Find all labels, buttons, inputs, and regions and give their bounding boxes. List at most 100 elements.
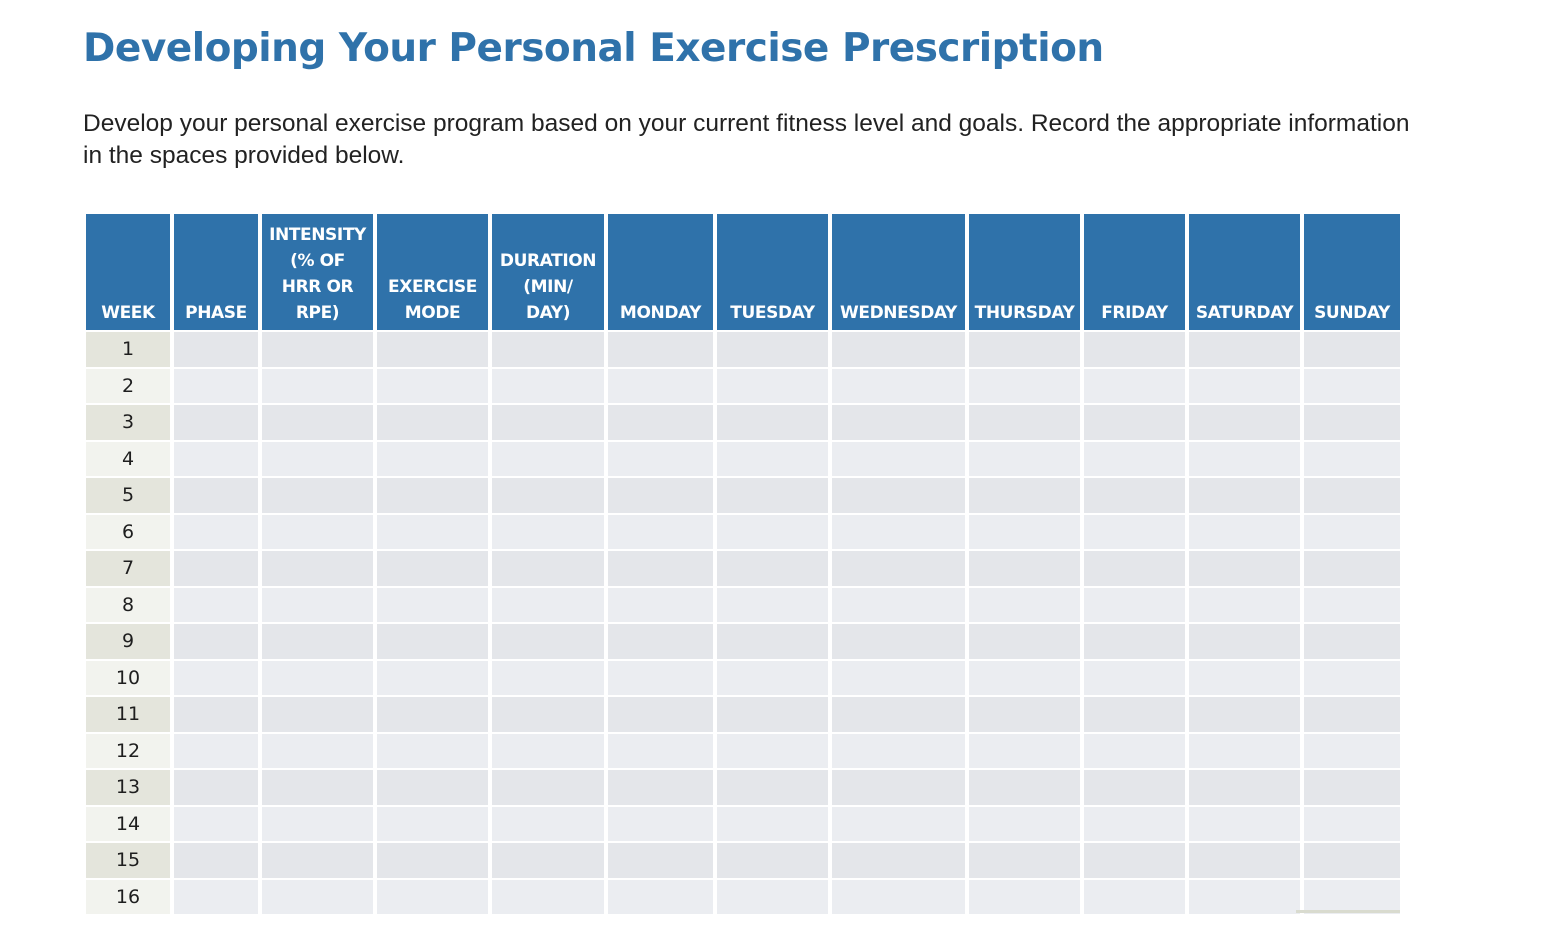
sunday-entry-cell[interactable] [1304, 733, 1400, 768]
friday-entry-cell[interactable] [1084, 624, 1185, 659]
phase-entry-cell[interactable] [174, 660, 258, 695]
duration-entry-cell[interactable] [492, 405, 604, 440]
friday-entry-cell[interactable] [1084, 368, 1185, 403]
sunday-entry-cell[interactable] [1304, 697, 1400, 732]
tuesday-entry-cell[interactable] [717, 478, 828, 513]
sunday-entry-cell[interactable] [1304, 368, 1400, 403]
intensity-entry-cell[interactable] [262, 770, 373, 805]
duration-entry-cell[interactable] [492, 806, 604, 841]
saturday-entry-cell[interactable] [1189, 697, 1300, 732]
intensity-entry-cell[interactable] [262, 551, 373, 586]
tuesday-entry-cell[interactable] [717, 405, 828, 440]
sunday-entry-cell[interactable] [1304, 478, 1400, 513]
exercise-mode-entry-cell[interactable] [377, 770, 488, 805]
tuesday-entry-cell[interactable] [717, 514, 828, 549]
saturday-entry-cell[interactable] [1189, 660, 1300, 695]
intensity-entry-cell[interactable] [262, 368, 373, 403]
intensity-entry-cell[interactable] [262, 624, 373, 659]
sunday-entry-cell[interactable] [1304, 879, 1400, 914]
thursday-entry-cell[interactable] [969, 368, 1080, 403]
sunday-entry-cell[interactable] [1304, 806, 1400, 841]
sunday-entry-cell[interactable] [1304, 587, 1400, 622]
duration-entry-cell[interactable] [492, 587, 604, 622]
tuesday-entry-cell[interactable] [717, 332, 828, 367]
exercise-mode-entry-cell[interactable] [377, 405, 488, 440]
phase-entry-cell[interactable] [174, 770, 258, 805]
intensity-entry-cell[interactable] [262, 441, 373, 476]
phase-entry-cell[interactable] [174, 478, 258, 513]
phase-entry-cell[interactable] [174, 405, 258, 440]
thursday-entry-cell[interactable] [969, 478, 1080, 513]
duration-entry-cell[interactable] [492, 624, 604, 659]
wednesday-entry-cell[interactable] [832, 806, 965, 841]
saturday-entry-cell[interactable] [1189, 733, 1300, 768]
exercise-mode-entry-cell[interactable] [377, 843, 488, 878]
tuesday-entry-cell[interactable] [717, 843, 828, 878]
duration-entry-cell[interactable] [492, 660, 604, 695]
friday-entry-cell[interactable] [1084, 843, 1185, 878]
monday-entry-cell[interactable] [608, 697, 713, 732]
phase-entry-cell[interactable] [174, 514, 258, 549]
tuesday-entry-cell[interactable] [717, 624, 828, 659]
friday-entry-cell[interactable] [1084, 806, 1185, 841]
duration-entry-cell[interactable] [492, 441, 604, 476]
sunday-entry-cell[interactable] [1304, 405, 1400, 440]
wednesday-entry-cell[interactable] [832, 478, 965, 513]
tuesday-entry-cell[interactable] [717, 660, 828, 695]
wednesday-entry-cell[interactable] [832, 441, 965, 476]
wednesday-entry-cell[interactable] [832, 879, 965, 914]
wednesday-entry-cell[interactable] [832, 733, 965, 768]
monday-entry-cell[interactable] [608, 806, 713, 841]
thursday-entry-cell[interactable] [969, 551, 1080, 586]
saturday-entry-cell[interactable] [1189, 551, 1300, 586]
saturday-entry-cell[interactable] [1189, 806, 1300, 841]
exercise-mode-entry-cell[interactable] [377, 660, 488, 695]
intensity-entry-cell[interactable] [262, 514, 373, 549]
monday-entry-cell[interactable] [608, 843, 713, 878]
duration-entry-cell[interactable] [492, 770, 604, 805]
tuesday-entry-cell[interactable] [717, 551, 828, 586]
monday-entry-cell[interactable] [608, 770, 713, 805]
intensity-entry-cell[interactable] [262, 697, 373, 732]
thursday-entry-cell[interactable] [969, 770, 1080, 805]
sunday-entry-cell[interactable] [1304, 514, 1400, 549]
wednesday-entry-cell[interactable] [832, 843, 965, 878]
intensity-entry-cell[interactable] [262, 587, 373, 622]
monday-entry-cell[interactable] [608, 733, 713, 768]
monday-entry-cell[interactable] [608, 660, 713, 695]
friday-entry-cell[interactable] [1084, 551, 1185, 586]
wednesday-entry-cell[interactable] [832, 405, 965, 440]
thursday-entry-cell[interactable] [969, 624, 1080, 659]
sunday-entry-cell[interactable] [1304, 624, 1400, 659]
sunday-entry-cell[interactable] [1304, 843, 1400, 878]
friday-entry-cell[interactable] [1084, 660, 1185, 695]
duration-entry-cell[interactable] [492, 368, 604, 403]
exercise-mode-entry-cell[interactable] [377, 733, 488, 768]
exercise-mode-entry-cell[interactable] [377, 478, 488, 513]
wednesday-entry-cell[interactable] [832, 368, 965, 403]
saturday-entry-cell[interactable] [1189, 441, 1300, 476]
thursday-entry-cell[interactable] [969, 697, 1080, 732]
exercise-mode-entry-cell[interactable] [377, 332, 488, 367]
saturday-entry-cell[interactable] [1189, 879, 1300, 914]
thursday-entry-cell[interactable] [969, 514, 1080, 549]
saturday-entry-cell[interactable] [1189, 514, 1300, 549]
friday-entry-cell[interactable] [1084, 332, 1185, 367]
wednesday-entry-cell[interactable] [832, 660, 965, 695]
friday-entry-cell[interactable] [1084, 405, 1185, 440]
friday-entry-cell[interactable] [1084, 733, 1185, 768]
wednesday-entry-cell[interactable] [832, 770, 965, 805]
tuesday-entry-cell[interactable] [717, 733, 828, 768]
intensity-entry-cell[interactable] [262, 879, 373, 914]
thursday-entry-cell[interactable] [969, 587, 1080, 622]
duration-entry-cell[interactable] [492, 332, 604, 367]
sunday-entry-cell[interactable] [1304, 660, 1400, 695]
monday-entry-cell[interactable] [608, 441, 713, 476]
saturday-entry-cell[interactable] [1189, 624, 1300, 659]
exercise-mode-entry-cell[interactable] [377, 879, 488, 914]
wednesday-entry-cell[interactable] [832, 551, 965, 586]
saturday-entry-cell[interactable] [1189, 587, 1300, 622]
thursday-entry-cell[interactable] [969, 879, 1080, 914]
friday-entry-cell[interactable] [1084, 879, 1185, 914]
monday-entry-cell[interactable] [608, 405, 713, 440]
